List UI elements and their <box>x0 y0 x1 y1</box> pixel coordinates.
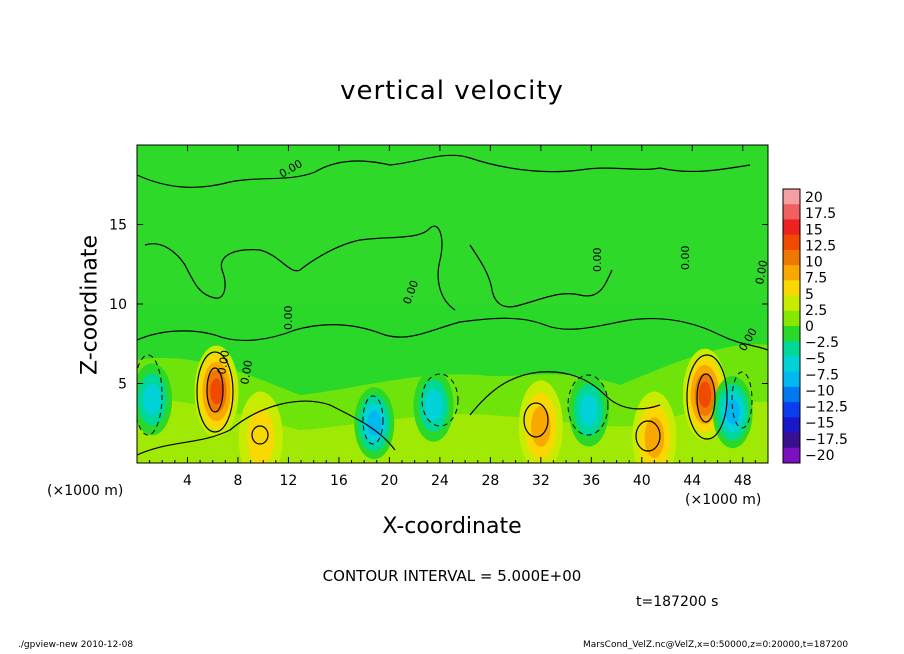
colorbar-frame <box>782 188 801 464</box>
contour-label: 0.00 <box>679 246 692 271</box>
x-tick-label: 12 <box>280 473 298 489</box>
downdraft-feature-7-level-3 <box>424 389 443 422</box>
colorbar-swatch <box>783 234 800 251</box>
x-tick-label: 36 <box>582 473 600 489</box>
colorbar-label: 12.5 <box>805 238 836 254</box>
updraft-feature-0-level-5 <box>210 378 223 405</box>
colorbar-label: 2.5 <box>805 303 827 319</box>
y-tick-label: 15 <box>109 218 127 234</box>
colorbar-swatch <box>783 249 800 266</box>
colorbar-swatch <box>783 265 800 281</box>
colorbar-label: 17.5 <box>805 206 836 222</box>
colorbar-swatch <box>783 432 800 449</box>
chart-title: vertical velocity <box>340 76 564 106</box>
downdraft-feature-5-level-3 <box>143 383 162 416</box>
x-tick-label: 48 <box>734 473 752 489</box>
updraft-feature-1-level-5 <box>698 381 712 408</box>
contour-label: 0.00 <box>282 306 295 331</box>
x-tick-label: 44 <box>683 473 701 489</box>
x-tick-label: 32 <box>532 473 550 489</box>
y-tick-label: 5 <box>118 377 127 393</box>
colorbar-label: −2.5 <box>805 335 839 351</box>
x-unit-label-left: (×1000 m) <box>47 483 124 499</box>
footer-left: ./gpview-new 2010-12-08 <box>18 640 134 650</box>
colorbar-swatch <box>783 310 800 327</box>
colorbar-swatch <box>783 341 800 357</box>
contour-label: 0.00 <box>238 359 255 385</box>
colorbar-label: 7.5 <box>805 271 827 287</box>
contour-label: 0.00 <box>591 248 604 273</box>
x-tick-label: 4 <box>183 473 192 489</box>
colorbar-swatch <box>783 356 800 373</box>
downdraft-feature-6-level-4 <box>367 410 382 436</box>
colorbar-swatch <box>783 371 800 388</box>
contour-interval-label: CONTOUR INTERVAL = 5.000E+00 <box>322 567 582 585</box>
downdraft-feature-8-level-3 <box>579 394 598 427</box>
x-unit-label-right: (×1000 m) <box>685 492 762 508</box>
colorbar-swatch <box>783 280 800 297</box>
colorbar-swatch <box>783 402 800 418</box>
contour-label: 0.00 <box>215 349 232 375</box>
x-tick-label: 20 <box>380 473 398 489</box>
colorbar-label: 5 <box>805 287 814 303</box>
colorbar-swatch <box>783 295 800 312</box>
colorbar-label: 15 <box>805 222 823 238</box>
x-tick-label: 16 <box>330 473 348 489</box>
colorbar-swatch <box>783 417 800 434</box>
colorbar-swatch <box>783 189 800 205</box>
contour-lines <box>137 154 768 456</box>
colorbar-label: −17.5 <box>805 432 848 448</box>
x-tick-label: 8 <box>233 473 242 489</box>
updraft-feature-3-level-3 <box>644 417 665 458</box>
colorbar-label: 10 <box>805 255 823 271</box>
upper-region-shade <box>137 145 768 305</box>
x-tick-label: 40 <box>633 473 651 489</box>
colorbar-swatch <box>783 204 800 220</box>
colorbar-label: −15 <box>805 416 835 432</box>
colorbar: 2017.51512.5107.552.50−2.5−5−7.5−10−12.5… <box>782 188 848 464</box>
y-tick-label: 10 <box>109 297 127 313</box>
colorbar-label: 20 <box>805 190 823 206</box>
footer-right: MarsCond_VelZ.nc@VelZ,x=0:50000,z=0:2000… <box>583 640 849 650</box>
colorbar-swatch <box>783 326 800 342</box>
x-tick-label: 24 <box>431 473 449 489</box>
time-label: t=187200 s <box>636 594 719 610</box>
colorbar-label: −5 <box>805 351 826 367</box>
colorbar-label: −20 <box>805 448 835 464</box>
low-level-band-inner <box>137 399 768 463</box>
y-axis-label: Z-coordinate <box>77 235 103 375</box>
colorbar-swatch <box>783 219 800 236</box>
colorbar-label: −7.5 <box>805 367 839 383</box>
colorbar-label: −12.5 <box>805 400 848 416</box>
downdraft-feature-9-level-4 <box>725 399 740 425</box>
contour-label: 0.00 <box>753 259 770 285</box>
colorbar-swatch <box>783 386 800 403</box>
colorbar-label: −10 <box>805 383 835 399</box>
x-tick-label: 28 <box>481 473 499 489</box>
colorbar-swatch <box>783 447 800 464</box>
colorbar-label: 0 <box>805 319 814 335</box>
dashed-contours <box>137 354 753 445</box>
x-axis-label: X-coordinate <box>382 514 522 539</box>
updraft-feature-4-level-2 <box>247 409 275 463</box>
